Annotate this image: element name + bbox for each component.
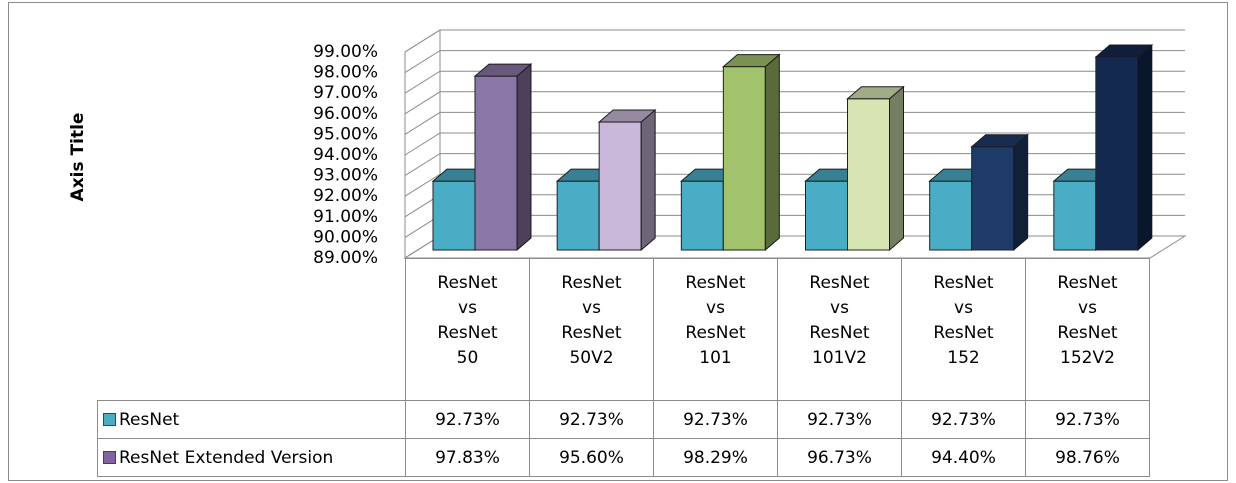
bar-shade <box>517 64 531 251</box>
grid-line <box>404 132 1185 156</box>
y-tick-label: 93.00% <box>313 166 378 186</box>
y-axis-title: Axis Title <box>68 113 88 202</box>
category-label: ResNet vs ResNet152 <box>933 273 994 368</box>
y-tick-label: 97.00% <box>313 83 378 103</box>
bar-face <box>846 86 905 100</box>
bar-face <box>473 63 533 77</box>
y-tick-label: 94.00% <box>313 145 378 165</box>
bar <box>929 180 973 251</box>
category-label: ResNet vs ResNet50V2 <box>561 273 622 368</box>
y-tick-label: 92.00% <box>313 186 378 206</box>
grid-line <box>404 50 1185 74</box>
value-cell: 98.29% <box>653 438 778 477</box>
value-cell: 96.73% <box>777 438 902 477</box>
value-cell: 92.73% <box>653 400 778 439</box>
bar <box>556 180 600 251</box>
table-row: ResNet 92.73% 92.73% 92.73% 92.73% 92.73% 92.7… <box>97 400 1150 439</box>
y-tick-label: 96.00% <box>313 104 378 124</box>
bar-shade <box>889 86 904 251</box>
grid-line <box>404 153 1185 177</box>
y-tick-label: 98.00% <box>313 63 378 83</box>
bar <box>680 180 724 251</box>
category-cell: ResNet vs ResNet152 <box>901 258 1026 401</box>
value-cell: 92.73% <box>777 400 902 439</box>
bar <box>598 121 642 251</box>
bar-face <box>1094 44 1154 58</box>
bar-shade <box>1137 44 1152 250</box>
category-cell: ResNet vs ResNet101V2 <box>777 258 902 401</box>
grid-line <box>404 91 1185 115</box>
bar-shade <box>599 110 656 123</box>
bar-shade <box>1095 44 1152 57</box>
value-cell: 92.73% <box>405 400 530 439</box>
bar <box>722 66 766 251</box>
bar-face <box>597 109 657 123</box>
category-label: ResNet vs ResNet101 <box>685 273 746 368</box>
value-cell: 92.73% <box>1025 400 1150 439</box>
grid-line <box>404 70 1185 94</box>
legend-label: ResNet <box>119 409 180 430</box>
table-row: ResNet Extended Version 97.83% 95.60% 98.29… <box>97 438 1150 477</box>
bar-shade <box>723 54 780 67</box>
bar <box>1053 180 1097 251</box>
legend-swatch <box>103 450 116 464</box>
bar <box>847 98 890 251</box>
y-tick-label: 90.00% <box>313 227 378 247</box>
value-cell: 98.76% <box>1025 438 1150 477</box>
bar <box>971 146 1015 251</box>
chart-border <box>8 2 1228 481</box>
bar-shade <box>1013 134 1028 250</box>
category-label: ResNet vs ResNet101V2 <box>809 273 870 368</box>
y-tick-label: 95.00% <box>313 124 378 144</box>
category-label: ResNet vs ResNet152V2 <box>1057 273 1118 368</box>
grid-line <box>404 111 1185 135</box>
bar-shade <box>475 64 531 77</box>
bar-shade <box>641 110 656 250</box>
bar <box>805 180 848 251</box>
bar <box>432 180 476 251</box>
value-cell: 92.73% <box>529 400 654 439</box>
table-corner <box>97 258 406 401</box>
grid-line <box>404 29 1185 53</box>
y-tick-label: 91.00% <box>313 207 378 227</box>
y-tick-label: 99.00% <box>313 42 378 62</box>
legend-cell: ResNet Extended Version <box>97 438 406 477</box>
category-cell: ResNet vs ResNet50V2 <box>529 258 654 401</box>
value-cell: 95.60% <box>529 438 654 477</box>
legend-cell: ResNet <box>97 400 406 439</box>
bar-face <box>721 54 781 68</box>
category-label: ResNet vs ResNet50 <box>437 273 498 368</box>
table-row: ResNet vs ResNet50 ResNet vs ResNet50V2 Re… <box>97 258 1150 401</box>
bar <box>474 75 518 251</box>
category-cell: ResNet vs ResNet152V2 <box>1025 258 1150 401</box>
bar-shade <box>765 54 780 250</box>
value-cell: 94.40% <box>901 438 1026 477</box>
value-cell: 97.83% <box>405 438 530 477</box>
bar-face <box>970 134 1030 148</box>
bar-shade <box>847 86 904 99</box>
category-cell: ResNet vs ResNet50 <box>405 258 530 401</box>
legend-swatch <box>103 412 116 426</box>
grid-line <box>404 173 1185 197</box>
category-cell: ResNet vs ResNet101 <box>653 258 778 401</box>
bar <box>1095 56 1139 251</box>
value-cell: 92.73% <box>901 400 1026 439</box>
legend-label: ResNet Extended Version <box>119 447 334 468</box>
bar-shade <box>971 134 1028 147</box>
data-table: ResNet vs ResNet50 ResNet vs ResNet50V2 Re… <box>97 258 1150 477</box>
